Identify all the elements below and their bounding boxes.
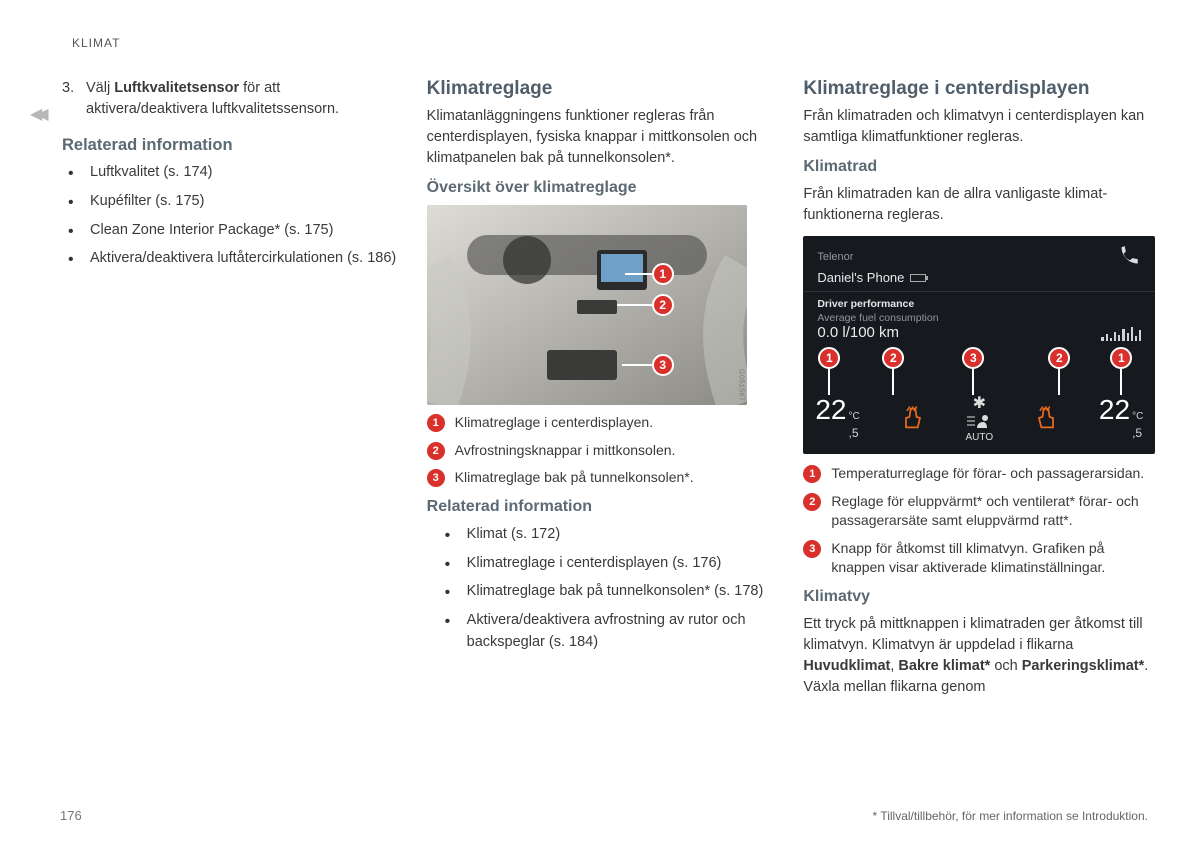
driver-performance-label: Driver performance — [803, 294, 1155, 310]
legend-badge: 2 — [803, 493, 821, 511]
step-number: 3. — [62, 78, 78, 120]
related-info-heading: Relaterad information — [427, 498, 774, 516]
related-list: Klimat (s. 172) Klimatreglage i centerdi… — [439, 524, 774, 654]
footnote: * Tillval/tillbehör, för mer information… — [873, 809, 1148, 823]
related-info-heading: Relaterad information — [62, 136, 397, 155]
image-code: G051567 — [738, 369, 745, 401]
center-display-mock: Telenor Daniel's Phone Driver performanc… — [803, 236, 1155, 454]
column-1: 3. Välj Luftkvalitetsensor för att aktiv… — [50, 78, 397, 698]
list-item: Kupéfilter (s. 175) — [62, 191, 397, 213]
person-airflow-icon — [965, 413, 993, 429]
avg-consumption-row: Average fuel consumption 0.0 l/100 km — [803, 310, 1155, 341]
callout-leader — [622, 364, 655, 366]
list-item: Klimatreglage bak på tunnelkonsolen* (s.… — [439, 581, 774, 603]
page-number: 176 — [60, 808, 82, 823]
legend-badge: 3 — [803, 540, 821, 558]
temp-left: 22 °C,5 — [815, 394, 859, 442]
callout-badge-2: 2 — [652, 294, 674, 316]
heated-seat-right-icon — [1032, 404, 1060, 432]
legend-badge: 2 — [427, 442, 445, 460]
legend-text: Reglage för eluppvärmt* och ventilerat* … — [831, 492, 1150, 531]
list-item: Luftkvalitet (s. 174) — [62, 162, 397, 184]
intro-paragraph: Klimatanläggningens funktioner regleras … — [427, 106, 774, 169]
legend-badge: 3 — [427, 469, 445, 487]
avg-value: 0.0 l/100 km — [817, 324, 938, 341]
numbered-step: 3. Välj Luftkvalitetsensor för att aktiv… — [62, 78, 397, 120]
column-3: Klimatreglage i centerdisplayen Från kli… — [803, 78, 1150, 698]
topic-heading: Klimatreglage i centerdisplayen — [803, 78, 1150, 100]
three-column-layout: 3. Välj Luftkvalitetsensor för att aktiv… — [50, 78, 1150, 698]
climate-bar: 22 °C,5 ✱ AUTO 22 °C,5 — [803, 393, 1155, 449]
phone-name-row: Daniel's Phone — [803, 270, 1155, 289]
display-callout-badge: 1 — [818, 347, 840, 369]
callout-badge-1: 1 — [652, 263, 674, 285]
manual-page: KLIMAT ◀◀ 3. Välj Luftkvalitetsensor för… — [0, 0, 1200, 845]
legend-item: 1 Temperaturreglage för förar- och passa­… — [803, 464, 1150, 484]
display-callout-tick — [828, 369, 830, 395]
legend-text: Klimatreglage bak på tunnelkonsolen*. — [455, 468, 694, 488]
battery-icon — [910, 274, 926, 282]
phone-name: Daniel's Phone — [817, 270, 904, 285]
callout-leader — [625, 273, 655, 275]
legend-text: Klimatreglage i centerdisplayen. — [455, 413, 653, 433]
avg-label: Average fuel consumption — [817, 312, 938, 324]
overview-heading: Översikt över klimatreglage — [427, 179, 774, 197]
carrier-label: Telenor — [817, 251, 853, 263]
callout-leader — [617, 304, 655, 306]
legend-badge: 1 — [427, 414, 445, 432]
temp-right: 22 °C,5 — [1099, 394, 1143, 442]
legend-item: 1 Klimatreglage i centerdisplayen. — [427, 413, 774, 433]
list-item: Aktivera/deaktivera luftåtercirkulatione… — [62, 248, 397, 270]
climate-center-button: ✱ AUTO — [965, 393, 993, 443]
interior-photo-figure: 1 2 3 G051567 — [427, 205, 747, 405]
display-callout-badge: 1 — [1110, 347, 1132, 369]
legend-item: 3 Klimatreglage bak på tunnelkonsolen*. — [427, 468, 774, 488]
section-label: KLIMAT — [72, 36, 1150, 50]
related-list: Luftkvalitet (s. 174) Kupéfilter (s. 175… — [62, 162, 397, 270]
dashboard-illustration — [427, 205, 747, 405]
status-bar: Telenor — [803, 236, 1155, 270]
display-callout-badge: 3 — [962, 347, 984, 369]
display-callout-badge: 2 — [1048, 347, 1070, 369]
legend-item: 2 Reglage för eluppvärmt* och ventilerat*… — [803, 492, 1150, 531]
list-item: Klimatreglage i centerdisplayen (s. 176) — [439, 553, 774, 575]
legend-text: Avfrostningsknappar i mittkonsolen. — [455, 441, 676, 461]
display-callout-badge: 2 — [882, 347, 904, 369]
klimatrad-heading: Klimatrad — [803, 158, 1150, 176]
legend-text: Knapp för åtkomst till klimatvyn. Grafik… — [831, 539, 1150, 578]
auto-label: AUTO — [965, 432, 993, 443]
klimatvy-paragraph: Ett tryck på mittknappen i klimatraden g… — [803, 614, 1150, 698]
list-item: Klimat (s. 172) — [439, 524, 774, 546]
display-callout-tick — [1120, 369, 1122, 395]
klimatvy-heading: Klimatvy — [803, 588, 1150, 606]
phone-icon — [1115, 244, 1141, 270]
heated-seat-left-icon — [899, 404, 927, 432]
callout-badge-3: 3 — [652, 354, 674, 376]
continuation-arrows-icon: ◀◀ — [30, 104, 43, 124]
intro-paragraph: Från klimatraden och klimatvyn i centerd… — [803, 106, 1150, 148]
list-item: Aktivera/deaktivera avfrostning av rutor… — [439, 610, 774, 654]
fan-icon: ✱ — [965, 393, 993, 413]
list-item: Clean Zone Interior Package* (s. 175) — [62, 220, 397, 242]
display-callout-tick — [1058, 369, 1060, 395]
klimatrad-body: Från klimatraden kan de allra vanligaste… — [803, 184, 1150, 226]
legend-text: Temperaturreglage för förar- och passa­g… — [831, 464, 1144, 484]
legend-badge: 1 — [803, 465, 821, 483]
step-text: Välj Luftkvalitetsensor för att aktivera… — [86, 78, 397, 120]
callout-marker-row: 1 2 3 2 1 — [803, 341, 1155, 393]
sparkline-chart — [1101, 319, 1141, 341]
divider — [803, 291, 1155, 292]
display-callout-tick — [972, 369, 974, 395]
topic-heading: Klimatreglage — [427, 78, 774, 100]
column-2: Klimatreglage Klimatanläggningens funkti… — [427, 78, 774, 698]
legend-item: 2 Avfrostningsknappar i mittkonsolen. — [427, 441, 774, 461]
display-callout-tick — [892, 369, 894, 395]
legend-item: 3 Knapp för åtkomst till klimatvyn. Grafi… — [803, 539, 1150, 578]
